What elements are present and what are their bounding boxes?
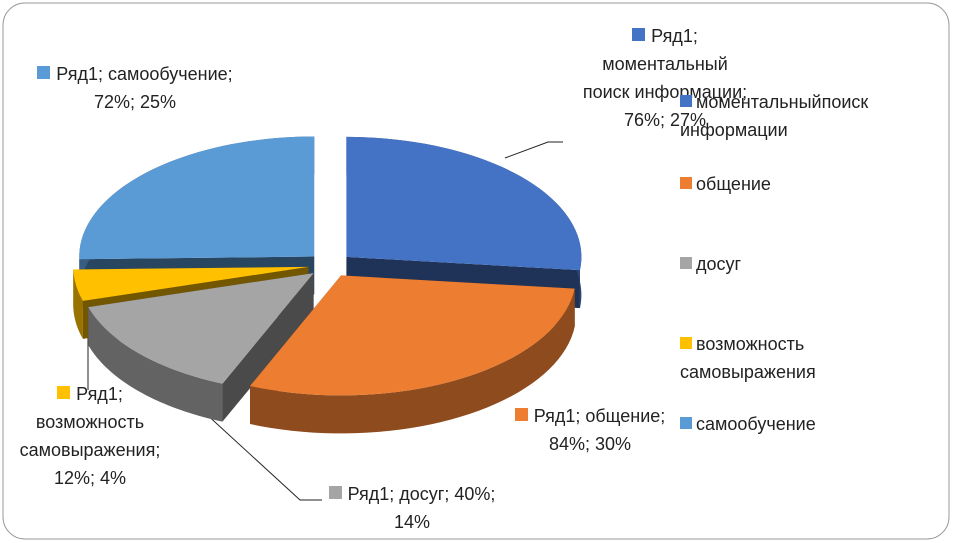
slice-side (73, 269, 83, 339)
slice-top (250, 275, 575, 396)
legend-swatch (680, 337, 692, 349)
data-label-text: Ряд1; досуг; 40%; 14% (347, 484, 496, 532)
pie-slice (250, 275, 575, 434)
slice-side (250, 288, 575, 434)
slice-top (88, 273, 314, 384)
leader-line (179, 389, 322, 501)
legend-item: досуг (680, 250, 940, 278)
label-marker (57, 386, 71, 399)
label-marker (514, 408, 528, 421)
legend-label: моментальныйпоиск информации (680, 92, 869, 140)
label-marker (632, 28, 646, 41)
slice-side (88, 307, 223, 422)
leader-line (504, 141, 563, 159)
slice-top (73, 266, 309, 301)
legend-item: самообучение (680, 410, 940, 438)
legend-label: возможность самовыражения (680, 334, 816, 382)
data-label: Ряд1; досуг; 40%; 14% (322, 480, 502, 536)
legend-swatch (680, 257, 692, 269)
legend-item: моментальныйпоиск информации (680, 88, 940, 144)
data-label-text: Ряд1; общение; 84%; 30% (533, 406, 666, 454)
legend-item: возможность самовыражения (680, 330, 940, 386)
slice-top (79, 136, 315, 260)
legend-label: самообучение (696, 414, 816, 434)
data-label-text: Ряд1; возможность самовыражения; 12%; 4% (19, 384, 161, 488)
slice-top (346, 136, 582, 271)
legend-swatch (680, 95, 692, 107)
data-label: Ряд1; самообучение; 72%; 25% (20, 60, 250, 116)
legend-swatch (680, 417, 692, 429)
legend-label: общение (696, 174, 771, 194)
data-label-text: Ряд1; самообучение; 72%; 25% (56, 64, 233, 112)
data-label: Ряд1; моментальный поиск информации; 76%… (580, 22, 750, 134)
label-marker (328, 486, 342, 499)
legend-label: досуг (696, 254, 742, 274)
legend-swatch (680, 177, 692, 189)
data-label: Ряд1; общение; 84%; 30% (500, 402, 680, 458)
data-label-text: Ряд1; моментальный поиск информации; 76%… (582, 26, 748, 130)
pie-slice (88, 273, 314, 422)
legend-item: общение (680, 170, 940, 198)
data-label: Ряд1; возможность самовыражения; 12%; 4% (10, 380, 170, 492)
label-marker (37, 66, 51, 79)
